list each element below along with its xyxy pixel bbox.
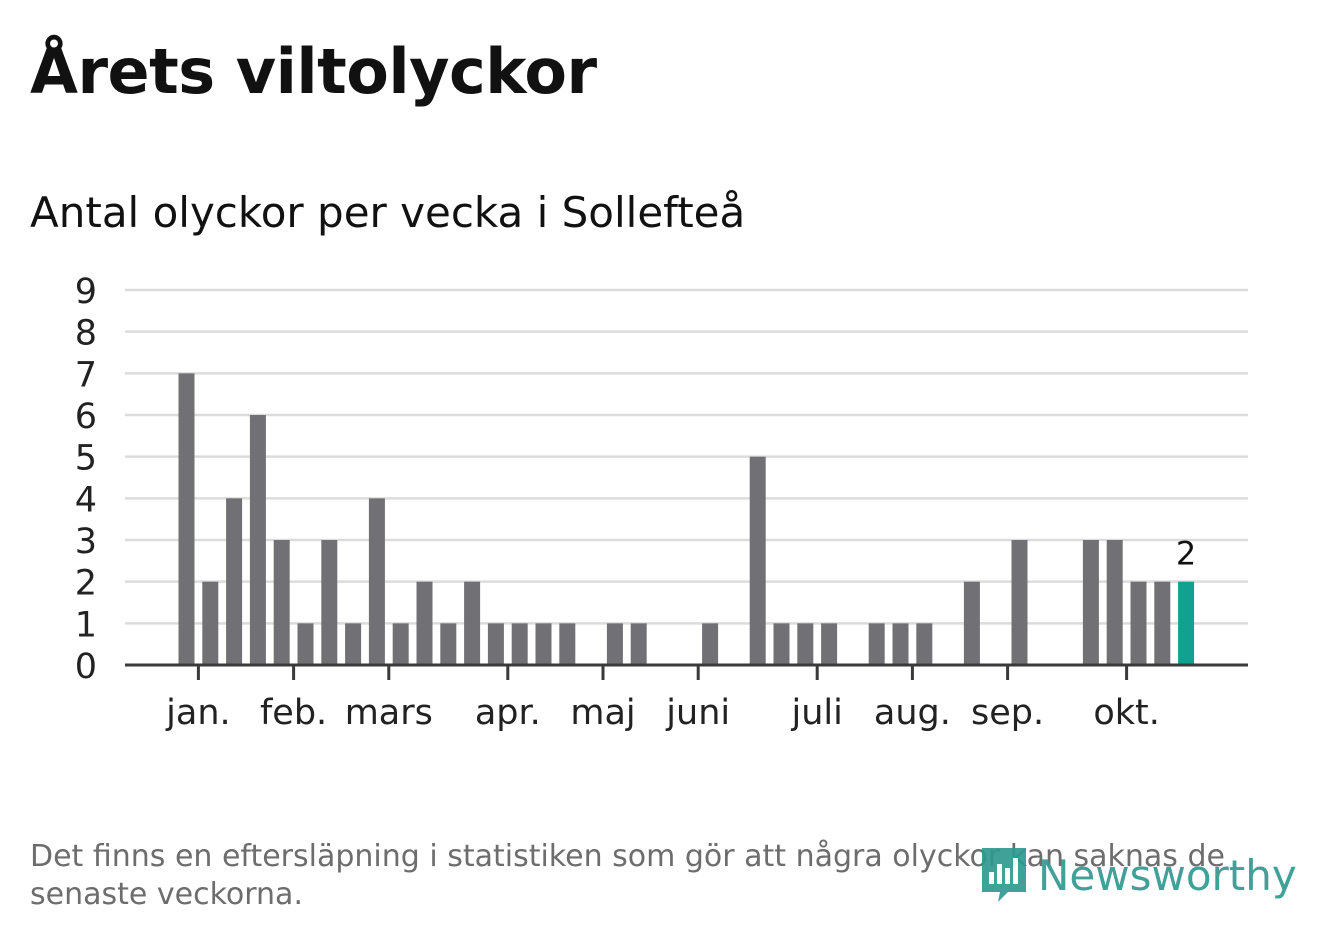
bar-week-20 (630, 623, 647, 665)
bar-week-42 (1154, 581, 1171, 665)
bar-week-25 (749, 456, 766, 665)
y-tick-label: 7 (75, 355, 97, 395)
x-tick-label: jan. (165, 693, 230, 733)
y-tick-label: 9 (75, 272, 97, 312)
x-axis: jan. feb. mars apr. maj juni juli aug. sep. okt. (125, 663, 1248, 733)
y-tick-label: 4 (75, 480, 97, 520)
bar-week-3 (226, 498, 243, 665)
bar-week-15 (511, 623, 528, 665)
bar-week-32 (916, 623, 933, 665)
highlight-value-label: 2 (1176, 535, 1196, 573)
bar-week-30 (868, 623, 885, 665)
bars (178, 373, 1195, 665)
bar-week-40 (1106, 540, 1123, 665)
bar-week-31 (892, 623, 909, 665)
bar-week-14 (487, 623, 504, 665)
bar-week-23 (702, 623, 719, 665)
bar-week-19 (606, 623, 623, 665)
x-tick-label: sep. (971, 693, 1044, 733)
y-tick-label: 8 (75, 314, 97, 354)
bar-week-11 (416, 581, 433, 665)
bar-week-43 (1178, 581, 1195, 665)
x-tick-label: feb. (260, 693, 327, 733)
y-tick-label: 3 (75, 522, 97, 562)
x-tick-label: okt. (1093, 693, 1160, 733)
bar-week-16 (535, 623, 552, 665)
bar-week-39 (1082, 540, 1099, 665)
y-tick-label: 6 (75, 397, 97, 437)
bar-week-5 (273, 540, 290, 665)
x-tick-label: mars (345, 693, 433, 733)
newsworthy-logo: Newsworthy (978, 846, 1297, 904)
bar-week-17 (559, 623, 576, 665)
bar-week-28 (821, 623, 838, 665)
x-tick-label: apr. (475, 693, 541, 733)
x-tick-label: juni (665, 693, 730, 733)
bar-week-34 (963, 581, 980, 665)
bar-week-13 (464, 581, 481, 665)
x-tick-label: juli (791, 693, 843, 733)
bar-week-8 (345, 623, 362, 665)
y-tick-label: 1 (75, 605, 97, 645)
bar-week-4 (249, 415, 266, 665)
x-tick-label: aug. (874, 693, 951, 733)
bar-chart-speech-bubble-icon (982, 848, 1026, 902)
bar-week-2 (202, 581, 219, 665)
chart-subtitle: Antal olyckor per vecka i Sollefteå (30, 188, 746, 237)
bar-week-1 (178, 373, 195, 665)
x-tick-label: maj (570, 693, 635, 733)
bar-week-12 (440, 623, 457, 665)
y-tick-label: 5 (75, 439, 97, 479)
data-labels: 2 (1176, 535, 1196, 573)
bar-week-7 (321, 540, 338, 665)
y-tick-label: 0 (75, 647, 97, 687)
bar-week-10 (392, 623, 409, 665)
gridlines (125, 288, 1248, 625)
bar-week-6 (297, 623, 314, 665)
bar-week-36 (1011, 540, 1028, 665)
bar-week-27 (797, 623, 814, 665)
bar-week-9 (368, 498, 385, 665)
bar-week-26 (773, 623, 790, 665)
y-tick-label: 2 (75, 564, 97, 604)
brand-name: Newsworthy (1038, 850, 1297, 900)
chart-title: Årets viltolyckor (30, 35, 597, 108)
bar-week-41 (1130, 581, 1147, 665)
